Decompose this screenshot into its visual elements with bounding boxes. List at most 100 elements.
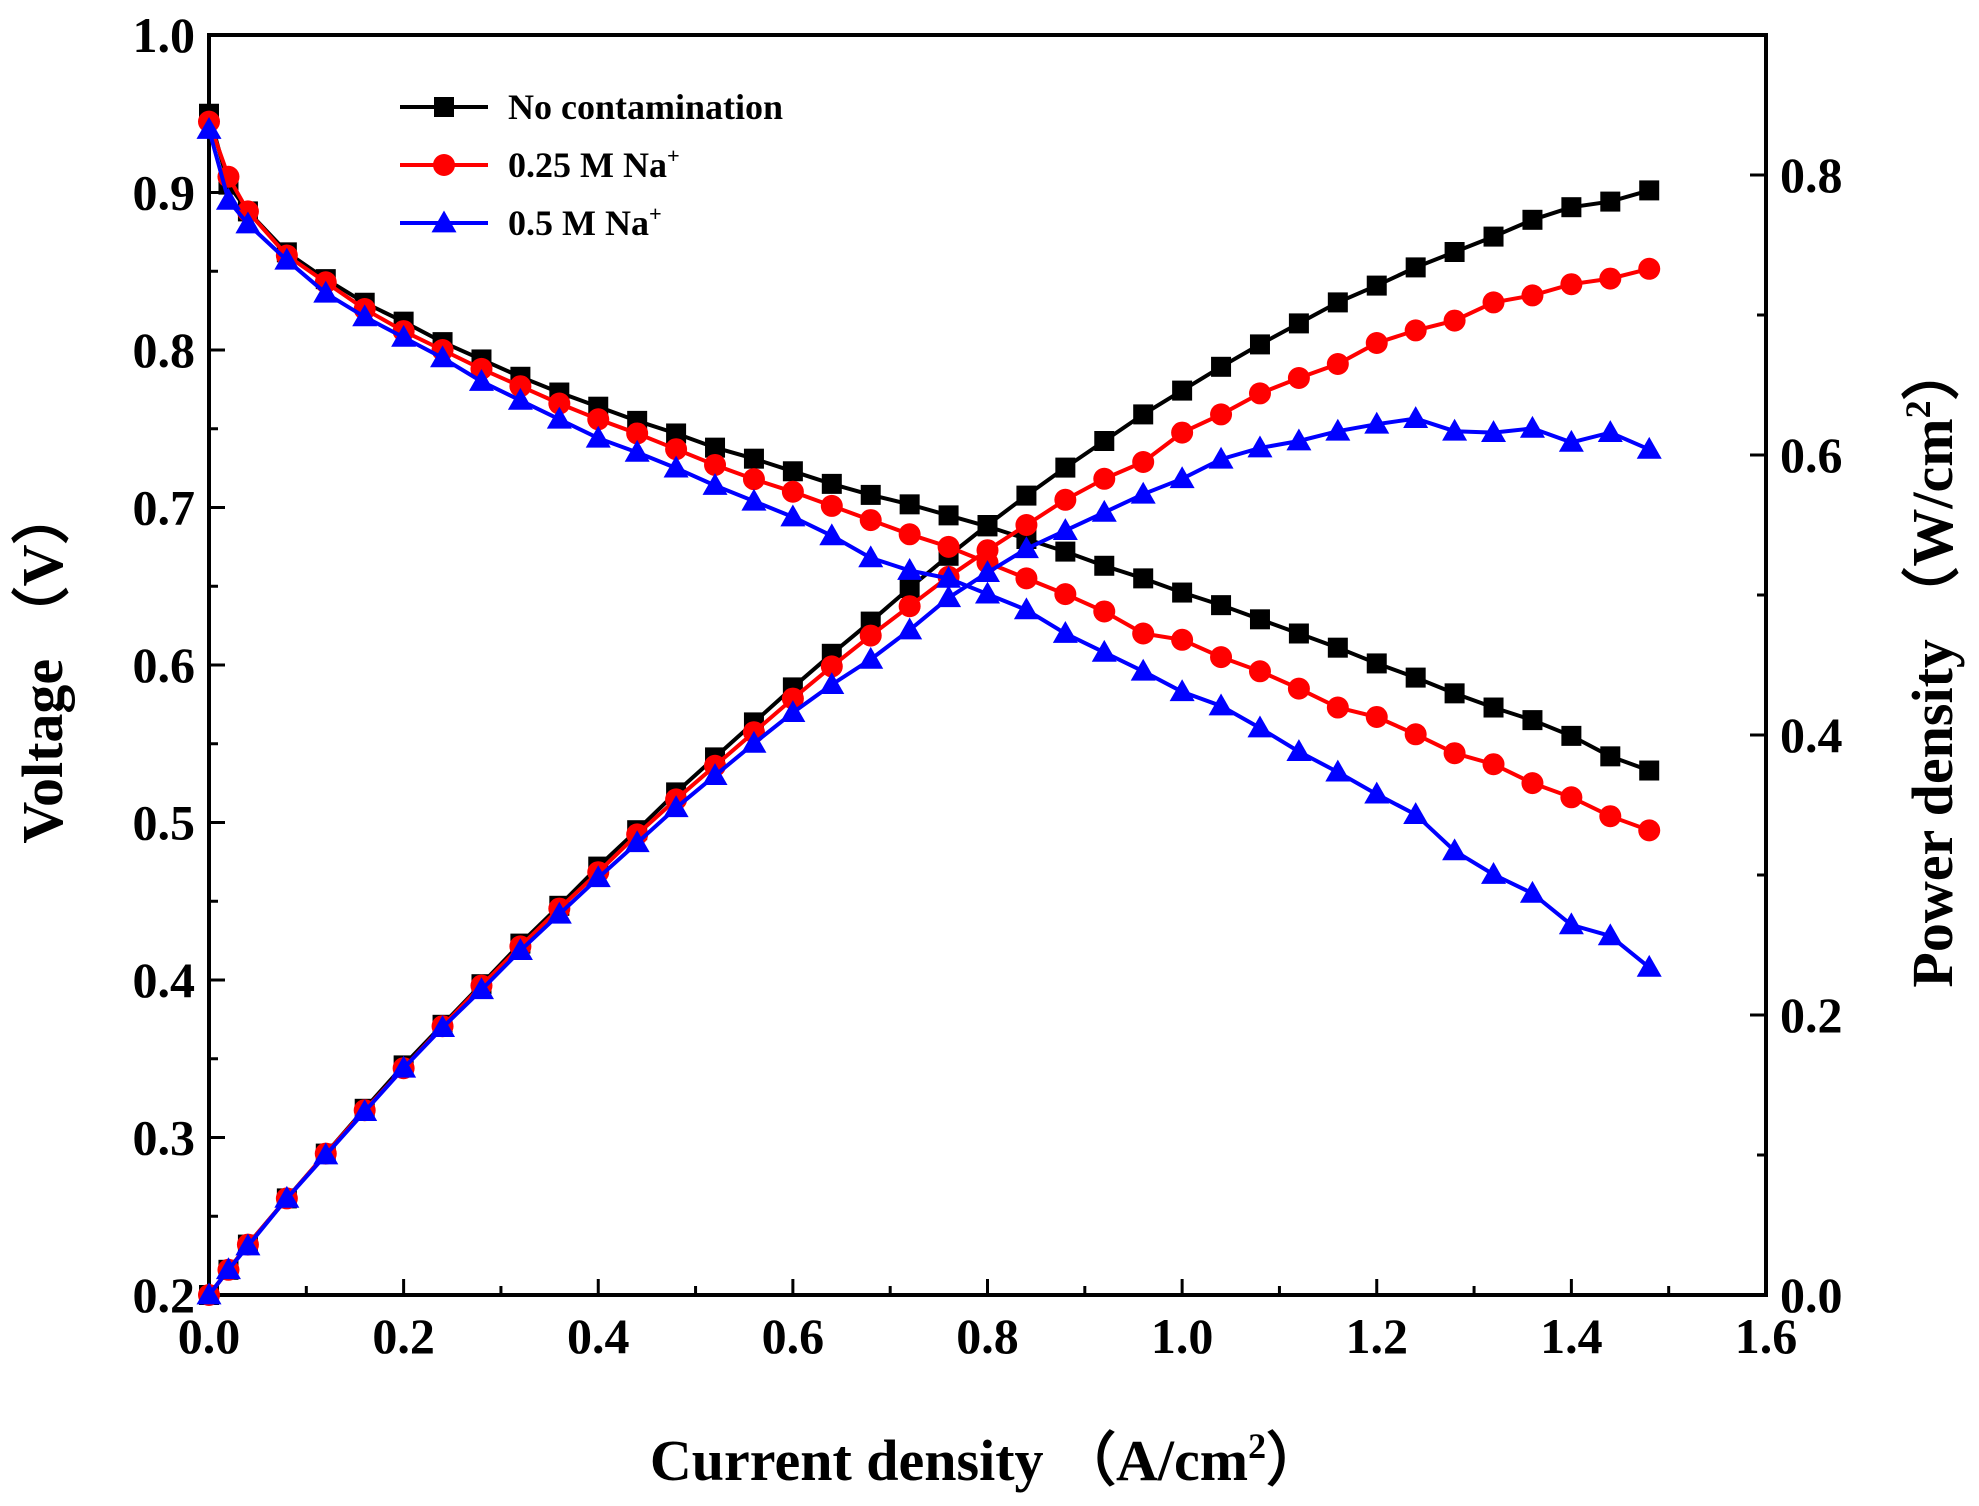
voltage-point	[937, 535, 960, 558]
voltage-point	[1639, 760, 1660, 781]
voltage-point	[858, 545, 884, 568]
power-point	[1287, 367, 1310, 389]
voltage-point	[1172, 582, 1193, 603]
voltage-point	[1091, 639, 1117, 662]
axis-tick-labels: 0.0 0.2 0.4 0.6 0.8 1.0 1.2 1.4 1.60.20.30.40.50…	[133, 7, 1843, 1364]
power-point	[215, 1257, 241, 1280]
power-point	[1172, 380, 1193, 401]
voltage-line	[207, 120, 1650, 833]
voltage-line	[207, 113, 1650, 773]
voltage-point	[1094, 555, 1115, 576]
power-point	[1560, 273, 1583, 296]
power-point	[1093, 467, 1116, 490]
power-point	[975, 560, 1000, 582]
power-point	[1133, 404, 1154, 425]
power-point	[1599, 267, 1622, 290]
power-point	[1052, 518, 1078, 540]
power-point	[1055, 457, 1076, 478]
power-point	[1211, 356, 1232, 377]
power-point	[897, 617, 923, 640]
voltage-point	[470, 357, 493, 380]
power-point	[1482, 291, 1505, 314]
power-point	[1638, 257, 1661, 280]
x-tick-label: 1.4	[1540, 1308, 1603, 1364]
power-point	[546, 901, 572, 924]
power-point	[781, 687, 804, 710]
power-point	[1600, 191, 1621, 212]
voltage-point	[1483, 697, 1504, 718]
voltage-point	[1365, 705, 1388, 728]
voltage-point	[626, 422, 649, 445]
power-point	[1325, 418, 1351, 441]
power-point	[1561, 197, 1582, 218]
voltage-point	[782, 461, 803, 482]
legend-label: No contamination	[508, 87, 783, 127]
voltage-point	[235, 211, 261, 234]
voltage-point	[1287, 677, 1310, 700]
voltage-point	[430, 345, 456, 368]
legend-item: 0.25 M Na+	[400, 143, 680, 185]
power-point	[1483, 226, 1504, 247]
power-point	[624, 830, 650, 853]
voltage-point	[820, 494, 843, 517]
legend-item: 0.5 M Na+	[400, 201, 662, 243]
power-point	[899, 578, 920, 598]
voltage-point	[936, 565, 962, 588]
y-axis-title: Voltage （V）	[10, 486, 75, 843]
power-point	[1519, 415, 1545, 438]
power-point	[1013, 536, 1039, 559]
voltage-point	[1210, 646, 1233, 669]
voltage-point	[975, 581, 1000, 604]
y2-tick-label: 0.6	[1780, 427, 1843, 483]
voltage-point	[663, 455, 689, 478]
voltage-point	[1054, 583, 1077, 606]
voltage-point	[1561, 725, 1582, 746]
power-point	[1364, 411, 1390, 434]
y-tick-label: 0.4	[133, 952, 196, 1008]
voltage-point	[741, 488, 767, 511]
voltage-point	[1442, 838, 1468, 861]
power-point	[1403, 406, 1429, 428]
y-tick-label: 0.5	[133, 795, 196, 851]
voltage-point	[587, 408, 610, 431]
voltage-point	[1211, 595, 1232, 616]
power-point	[468, 977, 494, 1000]
voltage-point	[743, 448, 764, 469]
y-tick-label: 0.3	[133, 1110, 196, 1166]
power-point	[1249, 334, 1270, 355]
y-tick-label: 0.8	[133, 322, 196, 378]
power-point	[1597, 420, 1623, 442]
voltage-point	[507, 387, 533, 410]
voltage-point	[1444, 683, 1465, 704]
voltage-point	[1403, 802, 1429, 824]
power-point	[1247, 435, 1273, 458]
power-point	[741, 730, 767, 753]
axis-ticks	[207, 33, 1768, 1297]
voltage-point	[1519, 880, 1545, 903]
power-point	[1636, 436, 1662, 459]
power-point	[1521, 284, 1544, 307]
power-point	[1286, 428, 1312, 451]
power-point	[1054, 488, 1077, 511]
voltage-point	[899, 494, 920, 515]
voltage-point	[1405, 667, 1426, 688]
voltage-point	[313, 280, 339, 303]
x-tick-label: 0.2	[372, 1308, 435, 1364]
voltage-point	[780, 504, 806, 527]
x-tick-label: 1.2	[1346, 1308, 1409, 1364]
y-tick-label: 0.7	[133, 480, 196, 536]
x-axis-title: Current density （A/cm2）	[650, 1426, 1324, 1493]
voltage-point	[1248, 660, 1271, 683]
voltage-point	[548, 392, 571, 415]
voltage-point	[1132, 622, 1155, 645]
voltage-point	[1247, 715, 1273, 738]
voltage-point	[1130, 658, 1156, 681]
power-point	[352, 1099, 378, 1121]
voltage-point	[1052, 621, 1078, 643]
x-tick-label: 0.8	[956, 1308, 1019, 1364]
y2-tick-label: 0.2	[1780, 987, 1843, 1043]
power-point	[936, 585, 962, 608]
power-point	[1444, 242, 1465, 262]
y-tick-label: 1.0	[133, 7, 196, 63]
legend-marker	[433, 154, 455, 176]
